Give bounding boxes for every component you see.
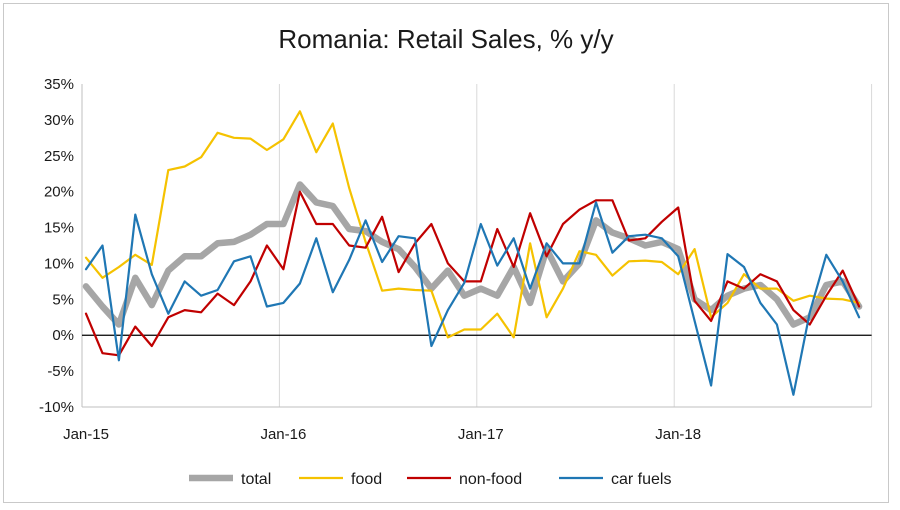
series-line-total [82, 181, 863, 328]
y-tick-label: 25% [44, 148, 74, 165]
chart-title: Romania: Retail Sales, % y/y [278, 24, 613, 54]
series-line-food [84, 110, 861, 339]
x-tick-label: Jan-17 [458, 426, 504, 443]
y-tick-label: -5% [47, 363, 74, 380]
y-tick-label: 20% [44, 184, 74, 201]
legend-label: total [241, 471, 271, 488]
legend-label: non-food [459, 471, 522, 488]
x-tick-label: Jan-16 [260, 426, 306, 443]
series-lines [82, 110, 863, 396]
line-chart: Romania: Retail Sales, % y/y -10% -5% 0% 5%… [39, 24, 873, 488]
y-tick-label: 0% [52, 327, 74, 344]
axes: -10% -5% 0% 5% 10% 15% 20% 25% 30% 35% Jan-15 Jan-1… [39, 76, 872, 443]
y-tick-label: 10% [44, 255, 74, 272]
y-tick-label: -10% [39, 399, 74, 416]
legend: total food non-food car fuels [189, 471, 671, 488]
legend-label: food [351, 471, 382, 488]
series-line-non-food [84, 190, 861, 357]
legend-label: car fuels [611, 471, 671, 488]
chart-frame: Romania: Retail Sales, % y/y -10% -5% 0% 5%… [3, 3, 889, 503]
x-tick-label: Jan-18 [655, 426, 701, 443]
y-tick-label: 15% [44, 220, 74, 237]
y-tick-label: 5% [52, 291, 74, 308]
x-tick-label: Jan-15 [63, 426, 109, 443]
series-line-car-fuels [84, 201, 861, 396]
y-tick-label: 30% [44, 112, 74, 129]
vertical-gridlines [278, 84, 873, 407]
y-tick-label: 35% [44, 76, 74, 93]
